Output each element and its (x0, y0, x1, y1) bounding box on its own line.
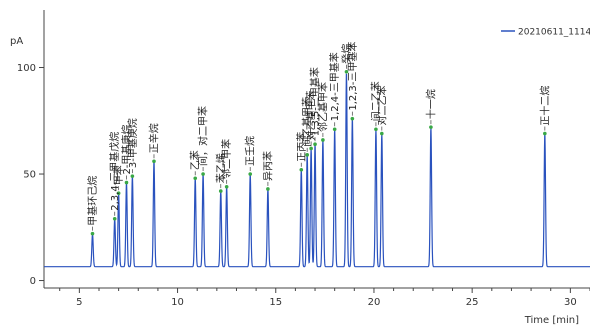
peak-label: 乙苯 (189, 150, 202, 170)
legend-series-label: 20210611_111446 (518, 28, 590, 38)
peak-apex-marker (116, 191, 121, 196)
y-tick-label: 0 (30, 276, 36, 287)
trace-group (44, 73, 590, 268)
peak-apex-marker (152, 159, 156, 164)
peak-label: 1,2,4-三甲基苯 (328, 52, 341, 121)
peak-apex-marker (130, 174, 135, 178)
x-tick-label: 20 (368, 297, 381, 308)
peak-label: 正辛烷 (147, 123, 160, 153)
y-tick-label: 50 (23, 170, 36, 181)
peak-label: 正丙苯 (295, 132, 308, 162)
peak-apex-marker (374, 127, 378, 132)
series-trace (44, 73, 590, 268)
x-axis-title: Time [min] (524, 315, 579, 326)
peak-label: 甲基环己烷 (86, 176, 99, 226)
peak-apex-marker (313, 142, 317, 147)
peak-label: 甲苯 (112, 165, 125, 185)
y-tick-label: 100 (17, 63, 36, 74)
peak-label: 间，对二甲苯 (197, 106, 210, 166)
peak-apex-marker (112, 216, 117, 221)
peak-label: 间乙基甲苯 (301, 97, 314, 147)
peak-label: 异丙苯 (261, 151, 274, 181)
x-tick-label: 30 (564, 297, 577, 308)
x-tick-label: 5 (76, 297, 82, 308)
peak-apex-marker (299, 167, 304, 172)
peak-label: 对二乙苯 (375, 86, 388, 126)
y-axis-title: pA (10, 36, 23, 47)
peak-apex-marker (248, 172, 253, 176)
peak-label: 十一烷 (424, 89, 437, 119)
peak-label: 2,3,4-三甲基戊烷 (108, 132, 121, 211)
peak-label: 正壬烷 (244, 136, 257, 166)
peak-label: 邻二甲苯 (220, 139, 233, 179)
x-tick-label: 25 (466, 297, 479, 308)
peak-label: 1,3,5-三甲基苯 (309, 67, 322, 136)
peak-apex-marker (344, 69, 349, 74)
peak-apex-marker (305, 153, 309, 157)
peak-apex-marker (201, 172, 205, 176)
peak-label: 间二乙苯 (369, 81, 382, 121)
peak-markers (90, 64, 547, 236)
peak-label: 对乙基甲苯 (305, 90, 318, 140)
peak-apex-marker (429, 125, 433, 129)
peak-label: 苯乙烯 (214, 153, 227, 183)
peak-apex-marker (332, 127, 337, 132)
peak-apex-marker (350, 116, 355, 121)
peak-apex-marker (224, 185, 229, 189)
peak-label: 癸烷 (340, 44, 353, 64)
x-tick-label: 10 (171, 297, 184, 308)
peak-label: 1,2,3-三甲基苯 (346, 42, 359, 111)
peak-apex-marker (321, 138, 325, 142)
peak-apex-marker (380, 131, 384, 136)
peak-label: 2-甲基庚烷 (120, 125, 133, 175)
legend: 20210611_111446 (501, 28, 590, 38)
peak-apex-marker (266, 187, 270, 191)
tick-marks: 0 50 100 5 10 15 20 25 30 (17, 63, 590, 308)
axes (43, 10, 590, 289)
peak-apex-marker (90, 231, 95, 236)
peak-apex-marker (218, 189, 223, 193)
peak-apex-marker (543, 131, 547, 136)
x-tick-label: 15 (269, 297, 282, 308)
peak-label: 邻乙基甲苯 (316, 82, 329, 132)
peak-apex-marker (309, 146, 313, 151)
peak-apex-marker (124, 180, 129, 185)
peak-apex-marker (193, 176, 198, 181)
peak-label: 正十二烷 (538, 86, 551, 126)
peak-label: 3-甲基庚烷 (126, 118, 139, 168)
